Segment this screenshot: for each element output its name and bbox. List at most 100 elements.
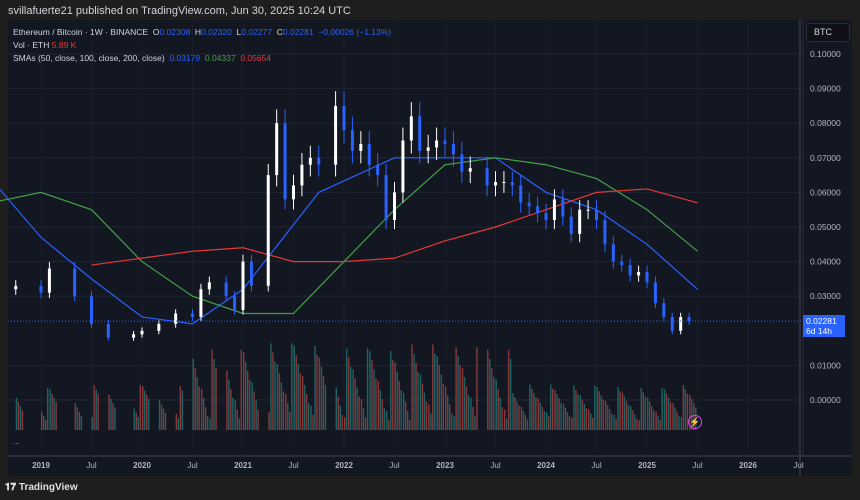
- volume-bar: [76, 407, 79, 430]
- volume-bar: [610, 413, 613, 430]
- candle: [14, 285, 18, 290]
- volume-bar: [312, 414, 314, 430]
- y-tick-label: 0.10000: [810, 49, 841, 59]
- volume-bar: [356, 387, 358, 430]
- lightning-icon[interactable]: ⚡: [688, 415, 702, 429]
- volume-bar: [303, 384, 306, 430]
- volume-bar: [459, 365, 461, 430]
- symbol[interactable]: Ethereum / Bitcoin · 1W · BINANCE: [13, 27, 149, 37]
- volume-bar: [285, 394, 287, 430]
- tradingview-logo: 𝟏𝟕 TradingView: [5, 482, 78, 493]
- volume-bar: [451, 413, 453, 430]
- volume-bar: [278, 373, 281, 430]
- candle: [157, 323, 161, 331]
- more-indicators[interactable]: ...: [13, 437, 20, 446]
- sma-label[interactable]: SMAs (50, close, 100, close, 200, close): [13, 53, 165, 63]
- volume-bar: [615, 418, 617, 430]
- candle: [418, 116, 422, 151]
- volume-bar: [43, 415, 45, 430]
- volume-bar: [465, 386, 468, 430]
- change-value: −0.00026 (−1.13%): [318, 27, 392, 37]
- volume-bar: [594, 385, 596, 430]
- candle: [628, 265, 632, 276]
- volume-bar: [686, 393, 689, 430]
- x-tick-label: Jul: [86, 461, 96, 470]
- volume-bar: [550, 384, 552, 430]
- sma-line-100: [0, 157, 698, 315]
- volume-bar: [600, 395, 602, 430]
- volume-bar: [133, 408, 135, 430]
- volume-bar: [531, 388, 533, 430]
- x-tick-label: 2019: [32, 461, 50, 470]
- volume-bar: [386, 410, 388, 430]
- volume-bar: [573, 385, 575, 430]
- volume-bar: [307, 403, 310, 430]
- volume-bar: [272, 352, 274, 430]
- volume-bar: [604, 400, 607, 430]
- volume-bar: [476, 347, 478, 430]
- volume-bar: [411, 344, 413, 430]
- volume-bar: [608, 409, 611, 430]
- volume-bar: [516, 401, 518, 430]
- volume-bar: [592, 417, 594, 430]
- volume-bar: [398, 381, 400, 430]
- x-tick-label: 2025: [638, 461, 656, 470]
- volume-bar: [215, 368, 217, 430]
- volume-bar: [425, 401, 428, 430]
- volume-bar: [268, 412, 270, 430]
- volume-bar: [619, 391, 621, 430]
- sma-line-50: [0, 157, 698, 325]
- candle: [409, 116, 413, 141]
- volume-bar: [95, 389, 97, 430]
- volume-bar: [396, 371, 398, 430]
- volume-bar: [360, 399, 363, 430]
- volume-bar: [674, 407, 676, 430]
- volume-bar: [434, 353, 436, 430]
- volume-bar: [388, 420, 390, 430]
- volume-value: 5.89 K: [51, 40, 77, 50]
- volume-bar: [253, 391, 255, 430]
- open-label: O: [152, 27, 160, 37]
- volume-bar: [400, 390, 402, 430]
- y-tick-label: 0.03000: [810, 291, 841, 301]
- candle: [620, 261, 624, 266]
- volume-bar: [402, 392, 405, 430]
- volume-bar: [577, 394, 579, 430]
- volume-bar: [649, 402, 651, 430]
- volume-bar: [179, 386, 182, 430]
- volume-bar: [560, 402, 562, 430]
- volume-bar: [623, 396, 626, 430]
- candle: [283, 123, 287, 200]
- currency-button[interactable]: BTC: [806, 23, 850, 42]
- volume-bar: [318, 357, 321, 430]
- volume-bar: [392, 360, 394, 430]
- volume-bar: [621, 392, 624, 430]
- candle: [275, 123, 279, 176]
- volume-bar: [463, 377, 466, 430]
- volume-bar: [581, 399, 584, 430]
- candle: [393, 192, 396, 221]
- volume-bar: [240, 349, 242, 430]
- candle: [603, 220, 607, 245]
- volume-bar: [17, 402, 20, 430]
- volume-bar: [653, 410, 655, 430]
- volume-bar: [299, 373, 301, 430]
- volume-bar: [535, 397, 537, 430]
- volume-bar: [301, 375, 304, 430]
- high-value: 0.02320: [201, 27, 232, 37]
- x-tick-label: Jul: [793, 461, 803, 470]
- high-label: H: [194, 27, 202, 37]
- y-tick-label: 0.00000: [810, 395, 841, 405]
- volume-label[interactable]: Vol · ETH: [13, 40, 50, 50]
- volume-bar: [371, 360, 373, 430]
- volume-bar: [461, 368, 464, 430]
- volume-bar: [440, 374, 442, 430]
- candle: [350, 130, 354, 151]
- volume-bar: [588, 409, 590, 430]
- volume-bar: [200, 388, 203, 430]
- candle: [569, 216, 573, 234]
- volume-bar: [139, 385, 141, 430]
- y-tick-label: 0.08000: [810, 118, 841, 128]
- volume-bar: [375, 378, 377, 430]
